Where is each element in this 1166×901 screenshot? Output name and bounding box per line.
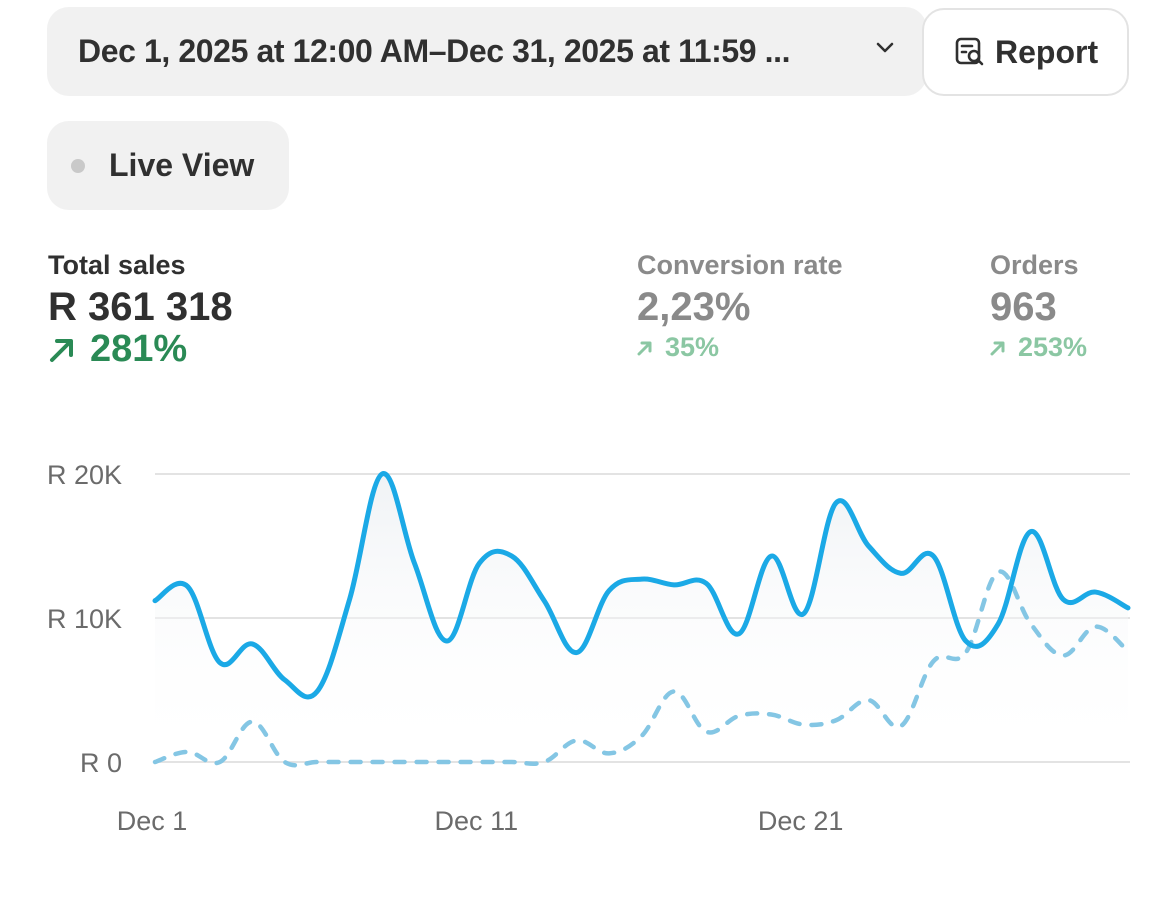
y-tick-label: R 20K xyxy=(47,460,122,490)
metric-label: Conversion rate xyxy=(637,250,843,280)
date-range-picker[interactable]: Dec 1, 2025 at 12:00 AM–Dec 31, 2025 at … xyxy=(47,7,927,96)
arrow-up-right-icon xyxy=(50,338,73,362)
live-view-label: Live View xyxy=(109,147,255,183)
x-tick-label: Dec 1 xyxy=(117,806,188,836)
y-tick-label: R 10K xyxy=(47,604,122,634)
metric-change-value: 281% xyxy=(90,328,188,370)
metric-change-value: 35% xyxy=(665,332,720,362)
live-view-button[interactable]: Live View xyxy=(47,121,289,210)
metric-change: 253% xyxy=(990,332,1087,363)
date-range-text: Dec 1, 2025 at 12:00 AM–Dec 31, 2025 at … xyxy=(78,33,791,69)
report-search-icon xyxy=(955,37,984,66)
metric-orders[interactable]: Orders 963 253% xyxy=(990,250,1087,363)
metric-total-sales[interactable]: Total sales R 361 318 281% xyxy=(48,250,233,371)
report-button[interactable]: Report xyxy=(922,8,1129,96)
x-tick-label: Dec 21 xyxy=(758,806,844,836)
y-tick-label: R 0 xyxy=(80,748,122,778)
area-fill xyxy=(155,473,1128,762)
report-label: Report xyxy=(995,33,1099,70)
metric-value: 2,23% xyxy=(637,285,751,329)
metric-label: Orders xyxy=(990,250,1079,280)
arrow-up-right-icon xyxy=(990,341,1005,355)
metric-conversion-rate[interactable]: Conversion rate 2,23% 35% xyxy=(637,250,843,363)
metric-change-value: 253% xyxy=(1018,332,1088,362)
sales-line-chart[interactable]: R 0 R 10K R 20K Dec 1 Dec 11 Dec 21 xyxy=(0,440,1166,860)
x-tick-label: Dec 11 xyxy=(435,806,519,836)
metric-value: 963 xyxy=(990,285,1057,329)
metric-change: 35% xyxy=(637,332,843,363)
metric-value: R 361 318 xyxy=(48,285,233,329)
chevron-down-icon xyxy=(876,42,894,53)
metric-change: 281% xyxy=(48,328,233,371)
metric-label: Total sales xyxy=(48,250,186,280)
live-status-dot xyxy=(71,158,85,173)
sales-series-line xyxy=(152,471,1131,700)
arrow-up-right-icon xyxy=(637,341,652,355)
